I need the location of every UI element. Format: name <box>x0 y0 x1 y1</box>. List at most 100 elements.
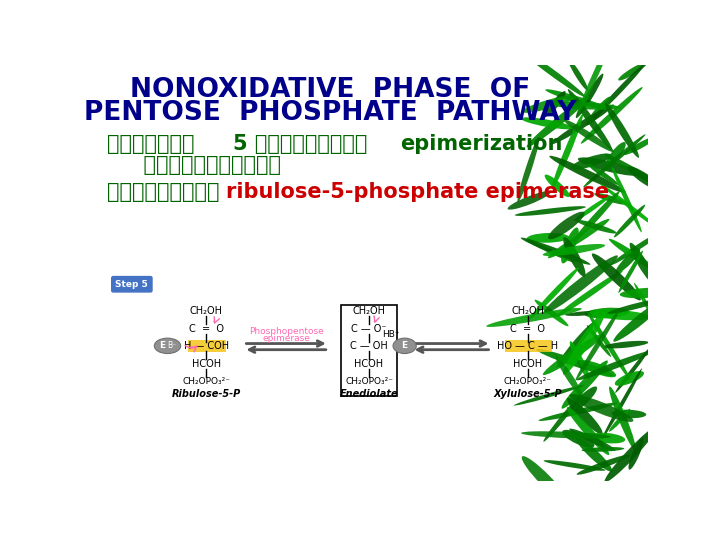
Ellipse shape <box>582 447 624 452</box>
Ellipse shape <box>590 433 625 443</box>
Text: E: E <box>159 341 165 350</box>
Ellipse shape <box>571 153 611 170</box>
Text: HCOH: HCOH <box>192 359 221 369</box>
Text: Enediolate: Enediolate <box>340 389 398 399</box>
Ellipse shape <box>611 410 647 418</box>
Ellipse shape <box>556 271 623 317</box>
Ellipse shape <box>628 166 662 191</box>
Ellipse shape <box>607 298 665 314</box>
Ellipse shape <box>545 89 609 110</box>
Ellipse shape <box>618 251 643 293</box>
Text: CH₂OPO₃²⁻: CH₂OPO₃²⁻ <box>182 377 230 386</box>
FancyBboxPatch shape <box>505 340 552 352</box>
Text: C  =  O: C = O <box>510 324 545 334</box>
Ellipse shape <box>536 349 613 376</box>
Ellipse shape <box>592 253 641 300</box>
Text: PENTOSE  PHOSPHATE  PATHWAY: PENTOSE PHOSPHATE PATHWAY <box>84 99 577 125</box>
Ellipse shape <box>620 288 672 298</box>
Text: HB⁺: HB⁺ <box>382 330 400 339</box>
Ellipse shape <box>527 233 569 242</box>
Ellipse shape <box>609 239 659 272</box>
Ellipse shape <box>557 322 595 367</box>
Text: NONOXIDATIVE  PHASE  OF: NONOXIDATIVE PHASE OF <box>130 77 531 103</box>
Ellipse shape <box>629 242 655 285</box>
Ellipse shape <box>616 248 640 273</box>
Text: CH₂OH: CH₂OH <box>511 306 544 316</box>
Ellipse shape <box>606 103 639 158</box>
Ellipse shape <box>600 184 660 230</box>
Text: ของเอนไซม: ของเอนไซม <box>107 182 220 202</box>
Ellipse shape <box>577 350 654 380</box>
Ellipse shape <box>543 255 618 314</box>
Ellipse shape <box>614 205 645 238</box>
Text: epimerase: epimerase <box>262 334 310 343</box>
Ellipse shape <box>562 430 595 448</box>
Text: C — O⁻: C — O⁻ <box>351 324 387 334</box>
Text: จากการทำงาน: จากการทำงาน <box>129 155 281 175</box>
Ellipse shape <box>521 431 611 438</box>
Ellipse shape <box>609 409 630 431</box>
Ellipse shape <box>563 237 585 276</box>
Bar <box>341 305 397 396</box>
Ellipse shape <box>552 114 583 189</box>
Ellipse shape <box>581 87 642 144</box>
Ellipse shape <box>585 308 629 319</box>
Ellipse shape <box>543 334 603 375</box>
Text: Xylulose-5-P: Xylulose-5-P <box>494 389 562 399</box>
Ellipse shape <box>514 386 583 406</box>
Ellipse shape <box>624 136 657 155</box>
Ellipse shape <box>610 228 668 266</box>
Text: H — COH: H — COH <box>184 341 229 351</box>
Ellipse shape <box>543 244 605 256</box>
FancyBboxPatch shape <box>112 276 152 292</box>
Ellipse shape <box>568 59 588 91</box>
Ellipse shape <box>567 398 603 434</box>
Ellipse shape <box>570 394 634 422</box>
Ellipse shape <box>518 137 539 202</box>
Ellipse shape <box>602 368 642 440</box>
Ellipse shape <box>576 73 603 118</box>
Ellipse shape <box>562 361 608 409</box>
Ellipse shape <box>605 426 657 482</box>
Ellipse shape <box>515 206 586 216</box>
Ellipse shape <box>605 154 663 188</box>
Text: Ribulose-5-P: Ribulose-5-P <box>171 389 241 399</box>
Ellipse shape <box>517 46 585 97</box>
Ellipse shape <box>154 338 181 354</box>
Text: Step 5: Step 5 <box>115 280 148 289</box>
Text: HO — C — H: HO — C — H <box>498 341 559 351</box>
Text: C  =  O: C = O <box>189 324 224 334</box>
Ellipse shape <box>588 164 618 185</box>
Ellipse shape <box>522 95 577 113</box>
Ellipse shape <box>618 62 647 80</box>
Ellipse shape <box>578 157 641 176</box>
Ellipse shape <box>549 156 626 193</box>
Ellipse shape <box>552 105 614 144</box>
Ellipse shape <box>526 240 575 262</box>
Ellipse shape <box>606 142 626 167</box>
Ellipse shape <box>629 437 644 470</box>
Ellipse shape <box>561 227 579 264</box>
Ellipse shape <box>579 360 616 377</box>
Ellipse shape <box>613 298 667 342</box>
Text: C — OH: C — OH <box>350 341 388 351</box>
Ellipse shape <box>572 191 620 243</box>
Ellipse shape <box>486 308 582 327</box>
Ellipse shape <box>609 387 636 450</box>
Ellipse shape <box>544 91 566 117</box>
Ellipse shape <box>587 325 611 357</box>
Ellipse shape <box>570 341 590 380</box>
Ellipse shape <box>589 309 650 320</box>
Ellipse shape <box>568 89 613 150</box>
Text: Phosphopentose: Phosphopentose <box>248 327 323 336</box>
Ellipse shape <box>521 238 590 265</box>
Ellipse shape <box>577 454 631 475</box>
Ellipse shape <box>570 429 616 451</box>
FancyBboxPatch shape <box>189 340 225 352</box>
Ellipse shape <box>539 402 618 421</box>
Text: ribulose-5-phosphate epimerase: ribulose-5-phosphate epimerase <box>225 182 608 202</box>
Text: CH₂OH: CH₂OH <box>353 306 385 316</box>
Ellipse shape <box>549 102 620 110</box>
Ellipse shape <box>576 220 616 233</box>
Ellipse shape <box>522 456 570 505</box>
